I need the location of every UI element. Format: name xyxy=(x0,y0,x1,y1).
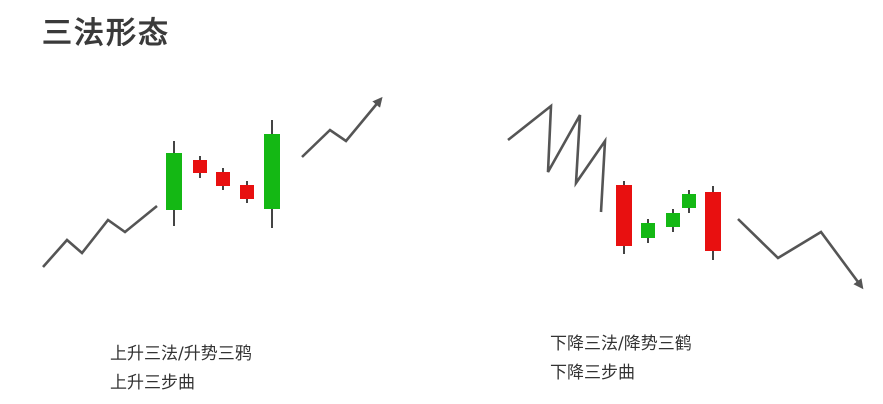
right-candle-4 xyxy=(682,190,696,213)
left-continuation-uptrend-arrow xyxy=(301,96,383,158)
right-prior-downtrend-line xyxy=(507,103,607,213)
left-candle-1 xyxy=(166,141,182,226)
falling-three-methods-caption: 下降三法/降势三鹤 下降三步曲 xyxy=(550,330,692,388)
right-candle-1 xyxy=(616,181,632,254)
right-continuation-downtrend-arrow xyxy=(737,218,864,290)
left-candle-2 xyxy=(193,156,207,178)
falling-three-methods-alias: 下降三步曲 xyxy=(550,363,635,383)
left-candle-5 xyxy=(264,120,280,228)
left-candle-4 xyxy=(240,181,254,203)
falling-three-methods-pattern xyxy=(507,103,864,290)
falling-three-methods-name: 下降三法/降势三鹤 xyxy=(550,334,692,354)
right-candle-5 xyxy=(705,186,721,260)
right-candle-3 xyxy=(666,209,680,232)
right-candle-2 xyxy=(641,219,655,243)
left-prior-uptrend-line xyxy=(42,204,158,268)
page-title: 三法形态 xyxy=(42,16,170,51)
rising-three-methods-pattern xyxy=(42,96,383,268)
left-candle-3 xyxy=(216,168,230,190)
rising-three-methods-alias: 上升三步曲 xyxy=(110,373,195,393)
rising-three-methods-caption: 上升三法/升势三鸦 上升三步曲 xyxy=(110,340,252,398)
rising-three-methods-name: 上升三法/升势三鸦 xyxy=(110,344,252,364)
